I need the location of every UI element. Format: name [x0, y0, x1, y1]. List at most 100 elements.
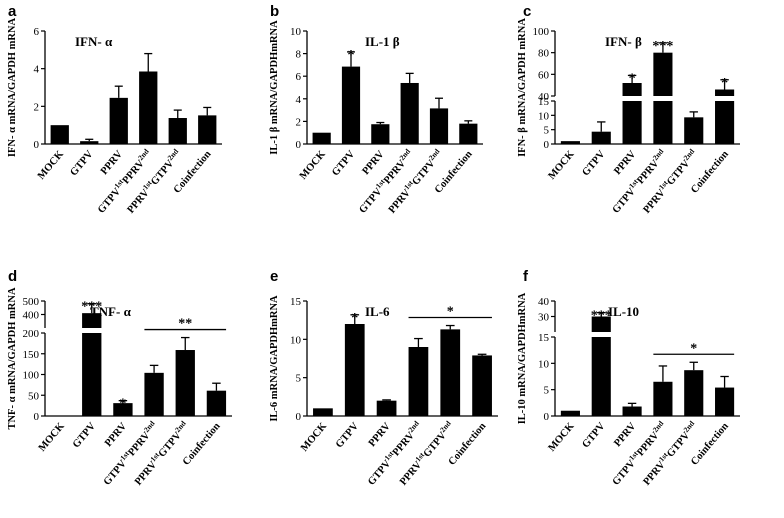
y-tick-label: 100 — [23, 370, 40, 382]
bar — [312, 132, 331, 144]
category-label: Coinfection — [689, 149, 731, 196]
bar — [429, 108, 449, 144]
category-label-part: MOCK — [547, 420, 578, 454]
bar — [175, 350, 195, 416]
category-label-part: Coinfection — [447, 421, 489, 468]
category-label: PPRV — [99, 149, 125, 178]
category-label-part: GTPV — [580, 149, 607, 179]
category-label: Coinfection — [689, 421, 731, 468]
category-label-part: Coinfection — [689, 149, 731, 196]
bar — [715, 387, 735, 416]
category-label-part: PPRV — [360, 149, 386, 178]
category-label: PPRV — [103, 421, 129, 450]
y-tick-label: 0 — [296, 411, 302, 423]
bar-upper — [715, 89, 735, 96]
bar — [80, 141, 99, 144]
bar — [653, 381, 673, 416]
y-axis-label: TNF- α mRNA/GAPDH mRNA — [7, 287, 18, 429]
category-label: PPRV — [360, 149, 386, 178]
bar — [376, 400, 397, 416]
panel-letter: a — [8, 3, 17, 20]
y-tick-label: 0 — [34, 411, 40, 423]
category-label-part: PPRV — [126, 430, 152, 459]
bar — [408, 347, 429, 416]
panel-b: b IL-1 β 0 2 4 6 8 10 IL-1 β mRNA/GAPDHmRNA MOCK *… — [269, 3, 483, 216]
panel-letter: b — [270, 3, 279, 20]
category-label-part: PPRV — [612, 421, 638, 450]
panel-letter: e — [270, 268, 278, 285]
bracket-label: ** — [178, 317, 192, 332]
category-label-part: GTPV — [580, 421, 607, 451]
y-tick-label: 0 — [34, 139, 40, 151]
category-label-part: MOCK — [298, 148, 329, 182]
category-label-part: PPRV — [635, 430, 661, 459]
category-label: GTPV — [330, 149, 357, 179]
bar — [591, 131, 611, 144]
category-label: MOCK — [299, 420, 330, 454]
y-tick-label: 8 — [296, 49, 302, 61]
category-label-part: GTPV — [611, 458, 638, 488]
bar-upper — [622, 83, 642, 96]
y-tick-label: 2 — [34, 101, 40, 113]
category-label-part: GTPV — [410, 158, 437, 188]
significance-marker: * — [351, 311, 358, 326]
bar — [684, 117, 704, 144]
category-label-part: GTPV — [330, 149, 357, 179]
category-label-part: PPRV — [133, 459, 159, 488]
bar-upper — [82, 313, 102, 328]
category-label-part: GTPV — [71, 421, 98, 451]
bar — [472, 355, 492, 416]
y-tick-label: 40 — [538, 296, 550, 308]
y-tick-label: 50 — [28, 390, 40, 402]
category-label: GTPV — [71, 421, 98, 451]
bar — [139, 71, 158, 144]
y-tick-label: 15 — [538, 332, 550, 344]
bracket-label: * — [447, 305, 454, 320]
category-label: MOCK — [36, 148, 67, 182]
bar — [371, 124, 390, 144]
category-label: MOCK — [37, 420, 68, 454]
y-tick-label: 10 — [290, 334, 302, 346]
category-label: Coinfection — [172, 149, 214, 196]
bar — [400, 82, 419, 144]
bar — [622, 406, 642, 416]
y-tick-label: 40 — [538, 91, 550, 103]
y-axis-label: IFN- α mRNA/GAPDH mRNA — [7, 18, 18, 158]
category-label-part: GTPV — [422, 430, 449, 460]
bar — [109, 97, 128, 144]
panel-title: IL-10 — [608, 304, 639, 319]
category-label-part: PPRV — [635, 158, 661, 187]
y-axis-label: IFN- β mRNA/GAPDH mRNA — [517, 18, 528, 157]
significance-marker: *** — [652, 39, 673, 54]
bar — [113, 403, 133, 416]
bar — [206, 390, 227, 416]
category-label-part: GTPV — [665, 158, 692, 188]
category-label-part: PPRV — [387, 187, 413, 216]
bar — [591, 337, 611, 416]
category-label-part: PPRV — [612, 149, 638, 178]
category-label: PPRV1stGTPV2nd — [130, 418, 192, 488]
y-tick-label: 80 — [538, 48, 550, 60]
panel-title: IL-1 β — [365, 34, 400, 49]
category-label-part: PPRV — [125, 187, 151, 216]
y-tick-label: 10 — [290, 26, 302, 38]
bar — [560, 410, 580, 416]
bar — [440, 329, 461, 416]
category-label-part: Coinfection — [689, 421, 731, 468]
category-label-part: GTPV — [334, 421, 361, 451]
y-axis-label: IL-10 mRNA/GAPDHmRNA — [517, 292, 528, 424]
bar — [344, 324, 365, 416]
bar — [313, 408, 333, 416]
y-tick-label: 400 — [23, 310, 40, 322]
category-label-part: MOCK — [547, 148, 578, 182]
panel-f: f IL-10 0 5 10 15 30 40 IL-10 mRNA/GAPDHmRNA MOCK… — [517, 268, 740, 488]
bar — [684, 370, 704, 416]
category-label: PPRV — [612, 421, 638, 450]
category-label-part: PPRV — [398, 459, 424, 488]
category-label-part: PPRV — [103, 421, 129, 450]
bar — [560, 141, 580, 144]
category-label-part: PPRV — [391, 430, 417, 459]
